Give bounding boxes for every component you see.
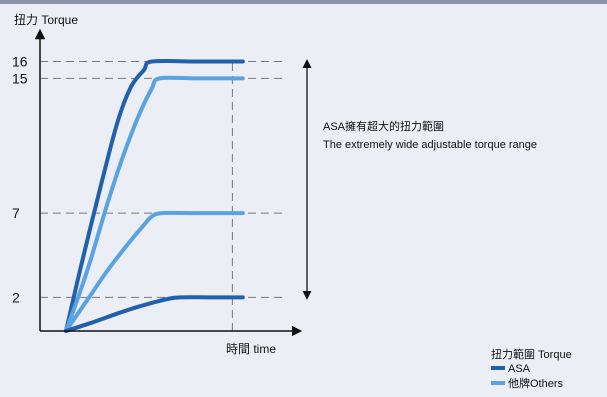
- annotation-line-1: ASA擁有超大的扭力範圍: [323, 119, 444, 133]
- legend-swatch-others: [491, 381, 505, 385]
- legend: 扭力範圍 Torque ASA 他牌Others: [491, 347, 572, 390]
- x-axis-title: 時間 time: [226, 342, 276, 356]
- legend-label-others: 他牌Others: [508, 376, 564, 390]
- annotation-line-2: The extremely wide adjustable torque ran…: [323, 139, 537, 151]
- series-line-15: [64, 75, 245, 333]
- series-line-2: [64, 295, 245, 333]
- legend-label-asa: ASA: [508, 363, 531, 375]
- series-layer: [64, 58, 245, 333]
- y-tick-label-15: 15: [12, 70, 28, 86]
- legend-swatch-asa: [491, 366, 505, 370]
- y-axis-title: 扭力 Torque: [14, 13, 78, 27]
- series-line-7: [64, 210, 245, 333]
- y-tick-label-16: 16: [12, 54, 28, 70]
- legend-title: 扭力範圍 Torque: [491, 347, 572, 361]
- y-tick-label-7: 7: [12, 205, 20, 221]
- top-border: [0, 0, 607, 4]
- series-line-16: [64, 58, 245, 333]
- y-tick-label-2: 2: [12, 289, 20, 305]
